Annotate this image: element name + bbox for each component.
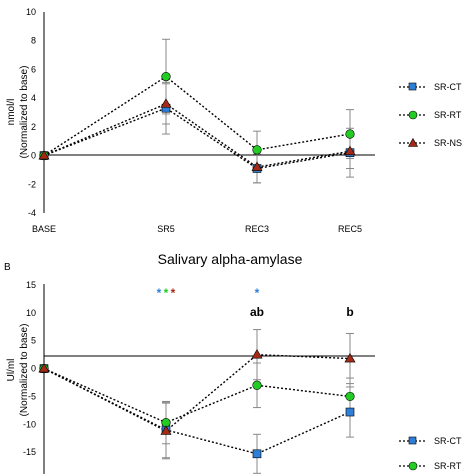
a-series-line-sr-rt bbox=[43, 75, 351, 157]
significance-star-sr5-2: * bbox=[171, 286, 176, 300]
legend-square-marker bbox=[408, 82, 417, 91]
legend-circle-marker bbox=[408, 461, 418, 471]
panel-b-legend-label-sr-ct: SR-CT bbox=[434, 436, 462, 446]
legend-triangle-marker bbox=[407, 137, 419, 147]
b-series-line-sr-ns bbox=[43, 353, 351, 432]
panel-b-ylabel-normalized: (Normalized to base) bbox=[19, 324, 30, 417]
b-ytick-label--15: -15 bbox=[23, 447, 36, 457]
panel-a-legend-label-sr-ct: SR-CT bbox=[434, 82, 462, 92]
a-ytick-label-2: 2 bbox=[31, 122, 36, 132]
a-ytick-label-4: 4 bbox=[31, 93, 36, 103]
panel-b-legend-sr-ct: SR-CT bbox=[399, 436, 462, 446]
significance-star-sr5-0: * bbox=[157, 286, 162, 300]
b-ytick-label-10: 10 bbox=[26, 308, 36, 318]
a-ytick-label-8: 8 bbox=[31, 36, 36, 46]
panel-a-chart: nmol/l (Normalized to base) -4-20246810 … bbox=[6, 7, 462, 234]
b-point-sr-ns-base bbox=[38, 362, 50, 373]
a-category-label-base: BASE bbox=[32, 224, 56, 234]
b-ytick-label--5: -5 bbox=[28, 391, 36, 401]
significance-star-rec3-0: * bbox=[255, 286, 260, 300]
a-point-sr-rt-sr5 bbox=[161, 72, 171, 82]
panel-a-ylabel-normalized: (Normalized to base) bbox=[19, 66, 30, 159]
a-series-line-sr-ns bbox=[43, 103, 351, 168]
panel-a-legend-sr-ct: SR-CT bbox=[399, 82, 462, 92]
panel-b-legend: SR-CT SR-RT bbox=[399, 436, 462, 471]
a-ytick-label-0: 0 bbox=[31, 151, 36, 161]
a-category-label-rec3: REC3 bbox=[245, 224, 269, 234]
panel-b-legend-sr-rt: SR-RT bbox=[399, 461, 462, 471]
b-point-sr-rt-rec3 bbox=[252, 380, 262, 390]
b-ytick-label-0: 0 bbox=[31, 364, 36, 374]
panel-b-ylabel-unit: Ul/ml bbox=[6, 359, 17, 382]
panel-b-chart: B Salivary alpha-amylase Ul/ml (Normaliz… bbox=[4, 251, 462, 474]
a-ytick-label--2: -2 bbox=[28, 179, 36, 189]
a-point-sr-rt-rec3 bbox=[252, 145, 262, 155]
significance-label-rec5: b bbox=[346, 305, 353, 319]
legend-square-marker bbox=[408, 436, 417, 445]
b-ytick-label--10: -10 bbox=[23, 419, 36, 429]
a-point-sr-rt-rec5 bbox=[345, 129, 355, 139]
panel-a-legend: SR-CT SR-RT SR-NS bbox=[399, 82, 462, 148]
panel-b-legend-label-sr-rt: SR-RT bbox=[434, 461, 462, 471]
panel-a-legend-sr-rt: SR-RT bbox=[399, 110, 462, 120]
panel-a-legend-sr-ns: SR-NS bbox=[399, 137, 462, 148]
panel-b-title: Salivary alpha-amylase bbox=[158, 251, 303, 267]
a-category-label-rec5: REC5 bbox=[338, 224, 362, 234]
panel-a-legend-label-sr-ns: SR-NS bbox=[434, 138, 462, 148]
b-series-line-sr-rt bbox=[43, 367, 351, 424]
b-ytick-label-15: 15 bbox=[26, 280, 36, 290]
a-point-sr-ns-base bbox=[38, 149, 50, 160]
b-point-sr-ns-sr5 bbox=[160, 425, 172, 435]
a-ytick-label-6: 6 bbox=[31, 64, 36, 74]
b-ytick-label-5: 5 bbox=[31, 336, 36, 346]
b-point-sr-ct-rec3 bbox=[252, 449, 262, 459]
legend-circle-marker bbox=[408, 110, 418, 120]
a-category-label-sr5: SR5 bbox=[157, 224, 175, 234]
a-point-sr-ns-rec5 bbox=[344, 145, 356, 156]
b-point-sr-ns-rec3 bbox=[251, 349, 263, 359]
panel-a-legend-label-sr-rt: SR-RT bbox=[434, 110, 462, 120]
a-ytick-label-10: 10 bbox=[26, 7, 36, 17]
b-point-sr-ct-rec5 bbox=[345, 407, 355, 417]
panel-a-ylabel-unit: nmol/l bbox=[6, 99, 17, 126]
a-point-sr-ns-sr5 bbox=[160, 98, 172, 108]
b-series-line-sr-ct bbox=[43, 367, 351, 455]
a-ytick-label--4: -4 bbox=[28, 208, 36, 218]
b-point-sr-ns-rec5 bbox=[344, 352, 356, 363]
a-point-sr-ns-rec3 bbox=[251, 161, 263, 171]
significance-star-sr5-1: * bbox=[164, 286, 169, 300]
a-series-line-sr-ct bbox=[43, 107, 351, 170]
significance-label-rec3: ab bbox=[250, 305, 264, 319]
panel-b-label: B bbox=[4, 262, 11, 273]
b-point-sr-rt-rec5 bbox=[345, 391, 355, 402]
